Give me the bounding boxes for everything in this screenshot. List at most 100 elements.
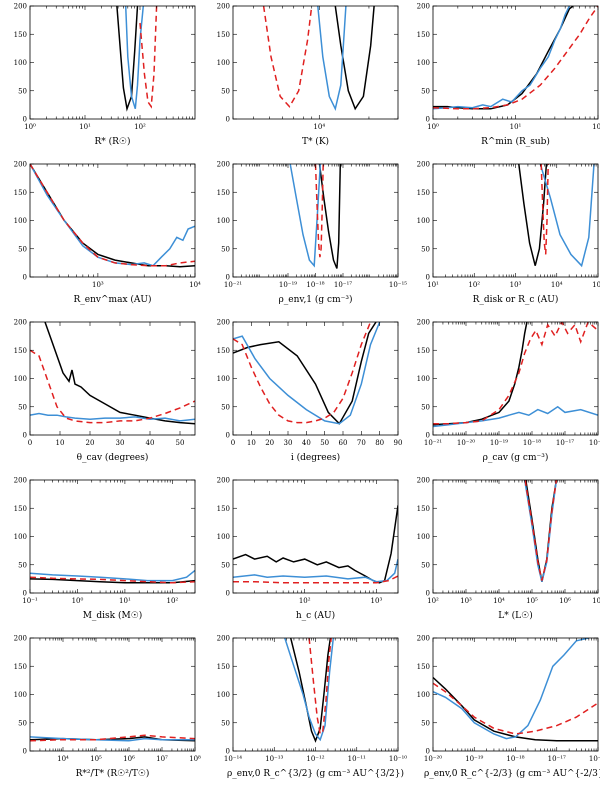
series-black bbox=[433, 676, 598, 742]
y-tick-label: 0 bbox=[23, 116, 27, 124]
x-tick-label: 10⁰ bbox=[427, 123, 439, 131]
y-tick-label: 200 bbox=[14, 319, 27, 327]
x-tick-label: 60 bbox=[339, 439, 348, 447]
series-black bbox=[233, 322, 377, 425]
series-black bbox=[318, 164, 342, 269]
y-tick-label: 50 bbox=[221, 87, 230, 95]
y-tick-label: 150 bbox=[217, 505, 230, 513]
y-tick-label: 200 bbox=[417, 3, 430, 11]
series-blue bbox=[233, 558, 398, 583]
series-red bbox=[314, 164, 324, 258]
x-tick-label: 10² bbox=[592, 123, 600, 131]
x-tick-label: 70 bbox=[357, 439, 366, 447]
y-tick-label: 200 bbox=[14, 477, 27, 485]
x-tick-label: 10⁵ bbox=[90, 755, 102, 763]
y-tick-label: 150 bbox=[217, 347, 230, 355]
panel-12: 0 50 100 150 200 10² 10³ 10⁴ 10⁵ 10⁶ 10⁷ L* (L☉) bbox=[417, 477, 600, 622]
series-red bbox=[540, 164, 549, 255]
x-tick-label: 10 bbox=[247, 439, 256, 447]
y-tick-label: 100 bbox=[417, 59, 430, 67]
series-red bbox=[262, 6, 313, 108]
x-tick-label: 10⁶ bbox=[559, 597, 571, 605]
y-tick-label: 200 bbox=[417, 635, 430, 643]
x-tick-label: 10⁻¹³ bbox=[265, 755, 283, 763]
panel-2: 0 50 100 150 200 10⁴ T* (K) bbox=[217, 3, 399, 147]
x-tick-label: 10⁵ bbox=[526, 597, 538, 605]
y-tick-label: 200 bbox=[217, 477, 230, 485]
y-tick-label: 100 bbox=[14, 59, 27, 67]
y-tick-label: 150 bbox=[217, 31, 230, 39]
y-tick-label: 100 bbox=[417, 533, 430, 541]
series-black bbox=[525, 480, 558, 582]
y-tick-label: 100 bbox=[14, 691, 27, 699]
y-tick-label: 0 bbox=[426, 274, 430, 282]
series-black bbox=[44, 322, 195, 425]
x-tick-label: 10⁴ bbox=[493, 597, 505, 605]
plot-frame bbox=[432, 637, 599, 752]
panel-7: 0 50 100 150 200 0 10 20 30 40 50 θ_cav (degrees) bbox=[14, 319, 196, 463]
plot-frame bbox=[432, 479, 599, 594]
x-tick-label: 10⁻¹⁶ bbox=[589, 439, 600, 447]
y-tick-label: 200 bbox=[217, 319, 230, 327]
y-tick-label: 150 bbox=[417, 505, 430, 513]
x-tick-label: 10² bbox=[299, 597, 311, 605]
x-tick-label: 0 bbox=[231, 439, 235, 447]
y-tick-label: 200 bbox=[14, 3, 27, 11]
y-tick-label: 100 bbox=[217, 533, 230, 541]
series-black bbox=[116, 6, 139, 112]
y-tick-label: 50 bbox=[421, 87, 430, 95]
y-tick-label: 150 bbox=[14, 189, 27, 197]
y-tick-label: 0 bbox=[226, 590, 230, 598]
series-blue bbox=[433, 638, 589, 740]
x-tick-label: 10⁻¹⁸ bbox=[506, 755, 524, 763]
plot-frame bbox=[432, 163, 599, 278]
x-tick-label: 10⁰ bbox=[24, 123, 36, 131]
panel-5: 0 50 100 150 200 10⁻²¹ 10⁻¹⁹ 10⁻¹⁸ 10⁻¹⁷ 10⁻¹⁵ ρ_e… bbox=[217, 161, 408, 306]
series-blue bbox=[30, 736, 195, 742]
panel-11: 0 50 100 150 200 10² 10³ h_c (AU) bbox=[217, 477, 399, 621]
series-red bbox=[308, 638, 332, 736]
series-red bbox=[233, 575, 398, 584]
x-axis-label: R*²/T* (R☉²/T☉) bbox=[76, 768, 150, 779]
series-blue bbox=[124, 6, 145, 110]
x-tick-label: 10⁻¹⁷ bbox=[556, 439, 574, 447]
x-tick-label: 10⁻¹⁴ bbox=[224, 755, 242, 763]
y-tick-label: 200 bbox=[14, 635, 27, 643]
y-tick-label: 50 bbox=[18, 561, 27, 569]
y-tick-label: 50 bbox=[421, 719, 430, 727]
x-axis-label: R^min (R_sub) bbox=[481, 136, 550, 147]
y-tick-label: 50 bbox=[18, 87, 27, 95]
series-black bbox=[334, 6, 375, 111]
y-tick-label: 200 bbox=[14, 161, 27, 169]
x-tick-label: 10⁻¹⁶ bbox=[589, 755, 600, 763]
x-tick-label: 10⁻²¹ bbox=[224, 281, 242, 289]
plot-frame bbox=[29, 479, 196, 594]
x-tick-label: 10⁻²⁰ bbox=[457, 439, 475, 447]
series-blue bbox=[284, 638, 335, 742]
y-tick-label: 150 bbox=[417, 663, 430, 671]
x-tick-label: 10² bbox=[166, 597, 178, 605]
panel-8: 0 50 100 150 200 0 10 20 30 40 50 60 70 80 90 i (degree… bbox=[217, 319, 403, 464]
y-tick-label: 100 bbox=[217, 691, 230, 699]
plot-frame bbox=[29, 637, 196, 752]
y-tick-label: 150 bbox=[217, 189, 230, 197]
x-tick-label: 10¹ bbox=[510, 123, 522, 131]
series-black bbox=[289, 638, 332, 743]
series-blue bbox=[539, 164, 595, 268]
series-blue bbox=[523, 480, 558, 582]
x-tick-label: 10⁷ bbox=[156, 755, 168, 763]
x-tick-label: 10² bbox=[134, 123, 146, 131]
y-tick-label: 50 bbox=[221, 561, 230, 569]
x-tick-label: 10³ bbox=[92, 281, 104, 289]
y-tick-label: 0 bbox=[23, 432, 27, 440]
y-tick-label: 0 bbox=[23, 590, 27, 598]
y-tick-label: 100 bbox=[417, 217, 430, 225]
x-axis-label: M_disk (M☉) bbox=[83, 610, 143, 621]
y-tick-label: 0 bbox=[226, 748, 230, 756]
x-tick-label: 10³ bbox=[371, 597, 383, 605]
x-tick-label: 90 bbox=[394, 439, 403, 447]
x-tick-label: 10⁻¹⁵ bbox=[389, 281, 407, 289]
x-tick-label: 20 bbox=[265, 439, 274, 447]
panel-10: 0 50 100 150 200 10⁻¹ 10⁰ 10¹ 10² M_disk (M☉) bbox=[14, 477, 196, 621]
x-tick-label: 10⁻¹² bbox=[306, 755, 324, 763]
